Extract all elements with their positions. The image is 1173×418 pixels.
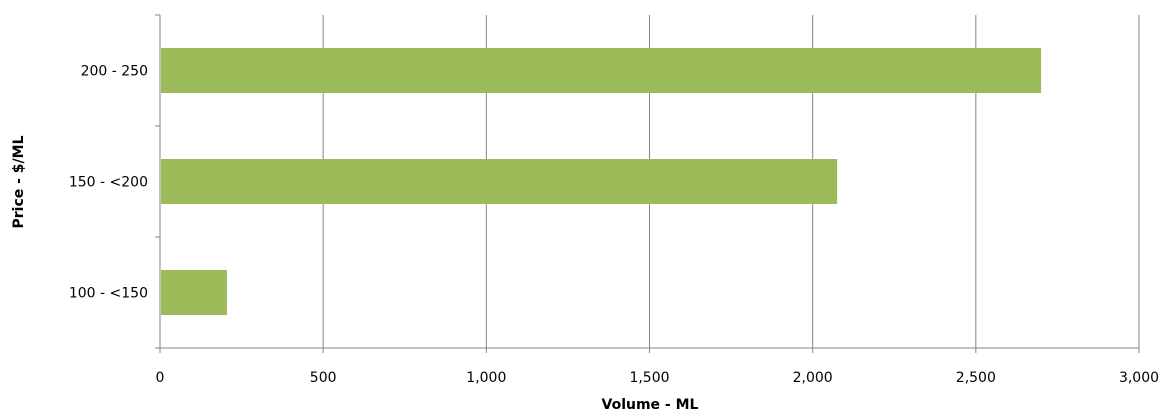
x-tick-label: 500	[310, 370, 337, 386]
bars	[161, 48, 1042, 315]
x-axis-title: Volume - ML	[602, 397, 699, 413]
x-tick-label: 1,500	[629, 370, 669, 386]
y-axis-title: Price - $/ML	[11, 135, 27, 228]
x-tick-label: 2,000	[793, 370, 833, 386]
y-tick-label: 200 - 250	[81, 64, 148, 80]
x-tick-label: 3,000	[1119, 370, 1159, 386]
bar	[161, 159, 838, 204]
axes	[155, 14, 1140, 353]
y-tick-label: 150 - <200	[69, 175, 148, 191]
bar	[161, 270, 227, 315]
x-tick-label: 1,000	[466, 370, 506, 386]
y-tick-label: 100 - <150	[69, 286, 148, 302]
x-tick-label: 2,500	[956, 370, 996, 386]
y-tick-labels: 100 - <150 150 - <200 200 - 250	[69, 64, 148, 302]
bar	[161, 48, 1042, 93]
x-tick-labels: 0 500 1,000 1,500 2,000 2,500 3,000	[156, 370, 1160, 386]
x-tick-label: 0	[156, 370, 165, 386]
